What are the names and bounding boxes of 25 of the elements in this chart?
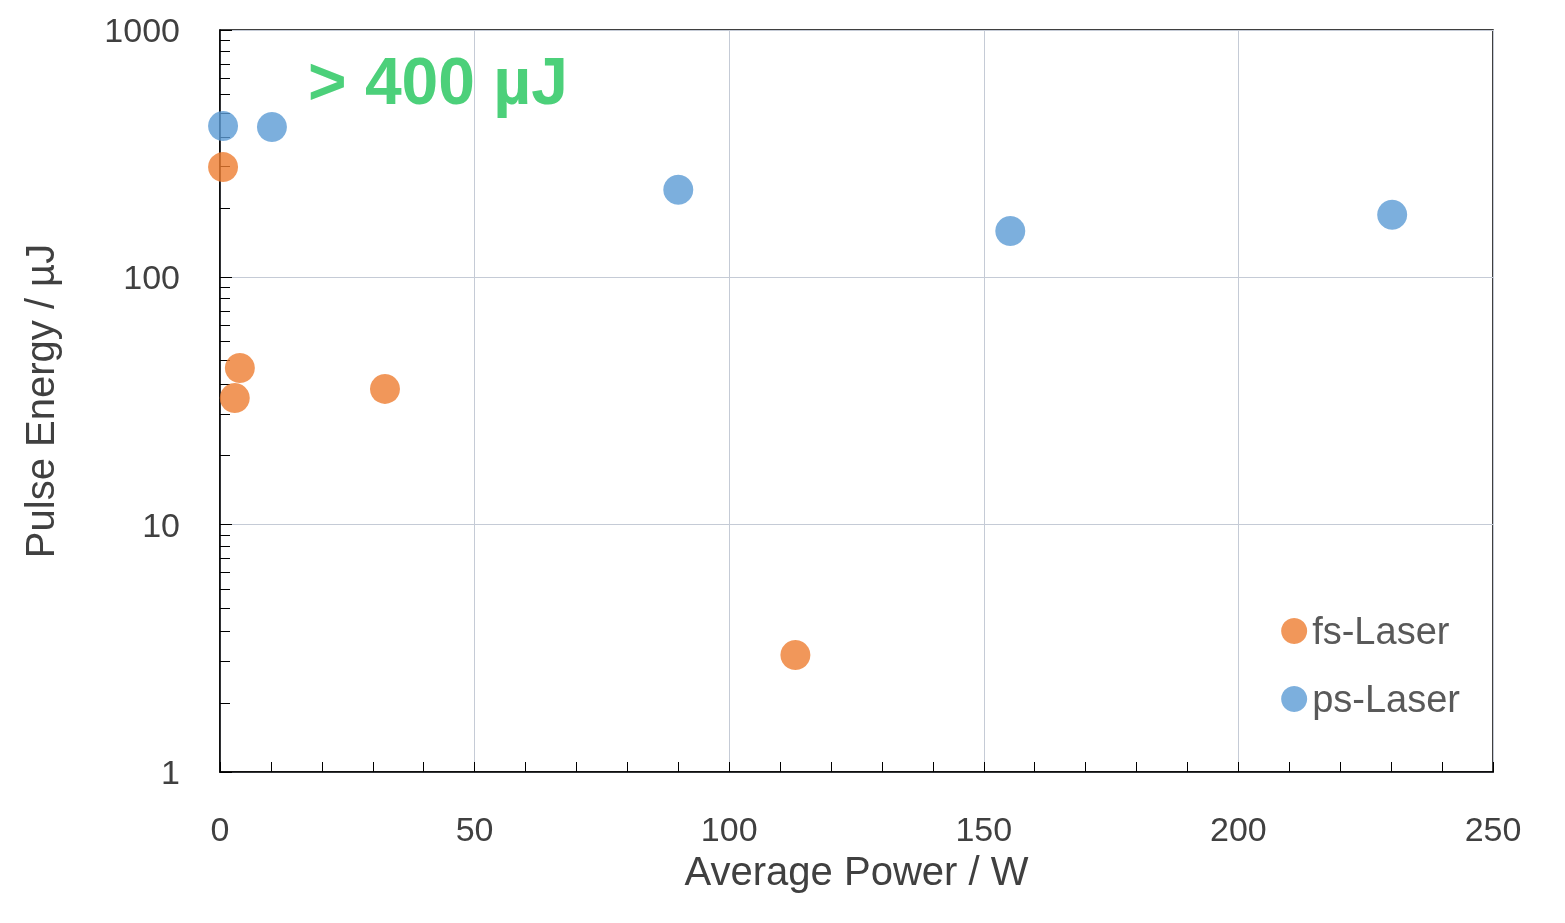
point (219, 383, 250, 414)
point (256, 112, 287, 143)
x-tick-label: 100 (700, 810, 758, 848)
point (1377, 199, 1408, 230)
y-tick-label: 1000 (104, 11, 180, 49)
point (224, 353, 255, 383)
annotation: > 400 µJ (308, 44, 569, 118)
y-tick-label: 100 (123, 258, 180, 297)
legend-label: ps-Laser (1312, 678, 1461, 720)
y-axis-title: Pulse Energy / µJ (18, 243, 62, 559)
point (208, 152, 239, 183)
point (370, 373, 400, 404)
x-tick-label: 200 (1210, 810, 1267, 848)
x-tick-label: 50 (455, 810, 494, 848)
x-tick-label: 250 (1464, 810, 1522, 848)
y-tick-label: 10 (142, 505, 180, 544)
point (663, 174, 694, 205)
point (780, 640, 811, 671)
legend-label: fs-Laser (1312, 610, 1450, 652)
x-axis-title: Average Power / W (684, 848, 1029, 893)
x-tick-label: 0 (210, 810, 230, 848)
y-tick-label: 1 (161, 753, 180, 791)
point (995, 215, 1026, 246)
point (208, 111, 239, 142)
x-tick-label: 150 (955, 810, 1013, 848)
